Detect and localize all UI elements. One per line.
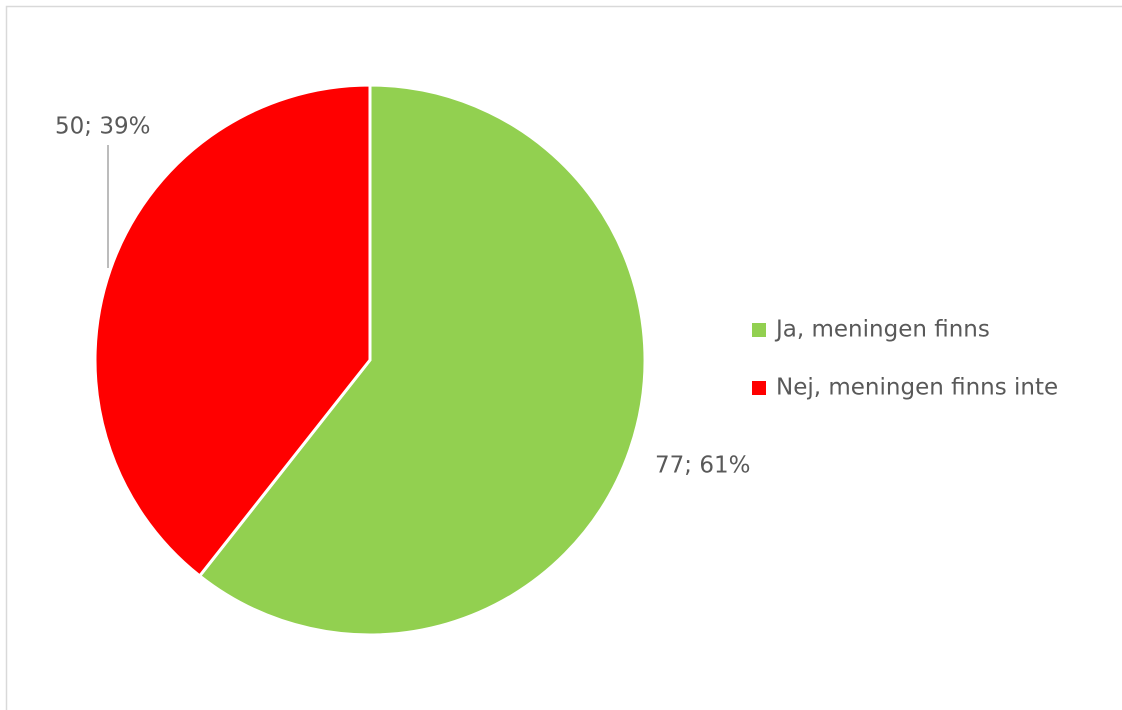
legend-swatch — [752, 323, 766, 337]
legend-label: Ja, meningen finns — [774, 317, 990, 343]
legend-label: Nej, meningen finns inte — [776, 375, 1058, 401]
pie-slice — [93, 83, 372, 579]
data-label: 77; 61% — [655, 453, 750, 479]
pie-slice — [197, 83, 647, 637]
legend-swatch — [752, 381, 766, 395]
data-label: 50; 39% — [55, 114, 150, 140]
